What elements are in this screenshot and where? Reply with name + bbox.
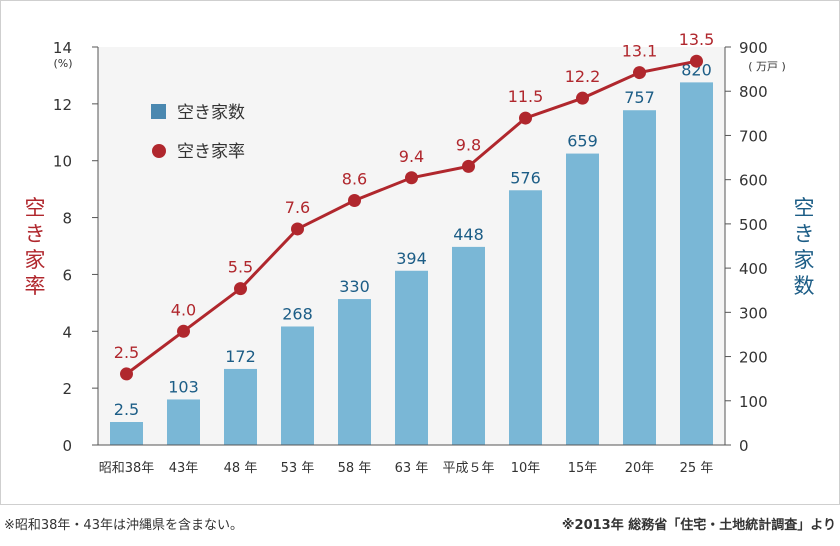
y-right-tick-label: 700 bbox=[739, 127, 768, 145]
rate-point bbox=[348, 194, 361, 208]
y-left-unit: (%) bbox=[53, 57, 72, 70]
x-tick-label: 15年 bbox=[568, 461, 598, 476]
rate-point bbox=[234, 282, 247, 296]
rate-point bbox=[519, 111, 532, 125]
y-right-tick-label: 0 bbox=[739, 437, 749, 455]
rate-point bbox=[690, 54, 703, 68]
bar-data-label: 820 bbox=[681, 60, 712, 79]
bar-data-label: 103 bbox=[168, 377, 199, 396]
y-right-tick-label: 600 bbox=[739, 172, 768, 190]
y-left-tick-label: 2 bbox=[62, 380, 72, 398]
rate-point bbox=[120, 367, 133, 381]
legend-bar-swatch bbox=[151, 104, 166, 119]
bar bbox=[623, 110, 656, 445]
y-right-axis-title: 数 bbox=[794, 274, 815, 298]
y-right-tick-label: 200 bbox=[739, 349, 768, 367]
x-tick-label: 58 年 bbox=[338, 461, 372, 476]
y-right-axis-title: 空 bbox=[794, 196, 815, 220]
rate-point bbox=[462, 159, 475, 173]
bar bbox=[509, 190, 542, 445]
bar bbox=[110, 422, 143, 445]
x-tick-label: 63 年 bbox=[395, 461, 429, 476]
y-left-axis-title: き bbox=[25, 222, 46, 246]
bar-data-label: 576 bbox=[510, 168, 541, 187]
y-right-tick-label: 500 bbox=[739, 216, 768, 234]
chart-svg: 0 2 4 6 8 10 12 14 0 100 200 300 400 500 600 700 800 900 (… bbox=[25, 30, 815, 476]
rate-data-label: 11.5 bbox=[508, 87, 544, 106]
x-tick-label: 48 年 bbox=[224, 461, 258, 476]
y-left-tick-label: 12 bbox=[53, 96, 72, 114]
y-left-tick-label: 8 bbox=[62, 210, 72, 228]
rate-data-label: 13.1 bbox=[622, 42, 658, 61]
rate-data-label: 7.6 bbox=[285, 198, 310, 217]
legend-bar-label: 空き家数 bbox=[177, 103, 245, 123]
rate-point bbox=[633, 66, 646, 80]
bar-data-label: 330 bbox=[339, 277, 370, 296]
rate-data-label: 4.0 bbox=[171, 300, 196, 319]
y-right-tick-label: 300 bbox=[739, 304, 768, 322]
y-left-axis-title: 家 bbox=[25, 248, 46, 272]
rate-point bbox=[576, 91, 589, 105]
footnote-source: ※2013年 総務省「住宅・土地統計調査」より bbox=[561, 518, 836, 533]
legend-rate-swatch bbox=[152, 144, 166, 158]
y-right-tick-label: 800 bbox=[739, 83, 768, 101]
y-left-tick-label: 14 bbox=[53, 39, 72, 57]
bar bbox=[680, 82, 713, 445]
x-tick-label: 53 年 bbox=[281, 461, 315, 476]
y-right-unit: ( 万戸 ) bbox=[748, 60, 786, 73]
rate-point bbox=[291, 222, 304, 236]
x-tick-label: 平成５年 bbox=[442, 461, 494, 476]
bar-data-label: 659 bbox=[567, 132, 598, 151]
y-right-axis-title: 家 bbox=[794, 248, 815, 272]
rate-data-label: 12.2 bbox=[565, 67, 601, 86]
y-left-tick-label: 6 bbox=[62, 266, 72, 284]
bar bbox=[452, 246, 485, 445]
x-tick-label: 昭和38年 bbox=[99, 461, 155, 476]
chart-frame: 0 2 4 6 8 10 12 14 0 100 200 300 400 500 600 700 800 900 (… bbox=[0, 0, 840, 505]
footnote-okinawa: ※昭和38年・43年は沖縄県を含まない。 bbox=[4, 518, 243, 533]
bar-data-label: 757 bbox=[624, 88, 655, 107]
y-left-tick-label: 4 bbox=[62, 323, 72, 341]
y-right-tick-label: 400 bbox=[739, 260, 768, 278]
x-tick-label: 43年 bbox=[169, 461, 199, 476]
bar-data-label: 172 bbox=[225, 347, 256, 366]
rate-data-label: 9.4 bbox=[399, 147, 424, 166]
bar-data-label: 448 bbox=[453, 225, 484, 244]
y-left-tick-label: 10 bbox=[53, 153, 72, 171]
x-tick-label: 25 年 bbox=[680, 461, 714, 476]
bar bbox=[395, 270, 428, 445]
rate-data-label: 8.6 bbox=[342, 170, 367, 189]
bar-data-label: 394 bbox=[396, 249, 427, 268]
rate-data-label: 13.5 bbox=[679, 30, 715, 49]
bar bbox=[167, 399, 200, 445]
rate-data-label: 2.5 bbox=[114, 343, 139, 362]
y-right-axis-title: き bbox=[794, 222, 815, 246]
y-left-tick-label: 0 bbox=[62, 437, 72, 455]
x-tick-label: 20年 bbox=[625, 461, 655, 476]
rate-data-label: 9.8 bbox=[456, 135, 481, 154]
x-tick-label: 10年 bbox=[511, 461, 541, 476]
rate-data-label: 5.5 bbox=[228, 258, 253, 277]
rate-point bbox=[405, 171, 418, 185]
bar bbox=[566, 153, 599, 445]
y-right-tick-label: 900 bbox=[739, 39, 768, 57]
legend-rate-label: 空き家率 bbox=[177, 142, 245, 162]
y-left-axis-title: 空 bbox=[25, 196, 46, 220]
y-left-axis-title: 率 bbox=[25, 274, 46, 298]
y-right-tick-label: 100 bbox=[739, 393, 768, 411]
bar-data-label: 268 bbox=[282, 304, 313, 323]
rate-point bbox=[177, 324, 190, 338]
bar bbox=[281, 326, 314, 445]
bar bbox=[224, 368, 257, 445]
bar-data-label: 2.5 bbox=[114, 400, 139, 419]
bar bbox=[338, 299, 371, 445]
